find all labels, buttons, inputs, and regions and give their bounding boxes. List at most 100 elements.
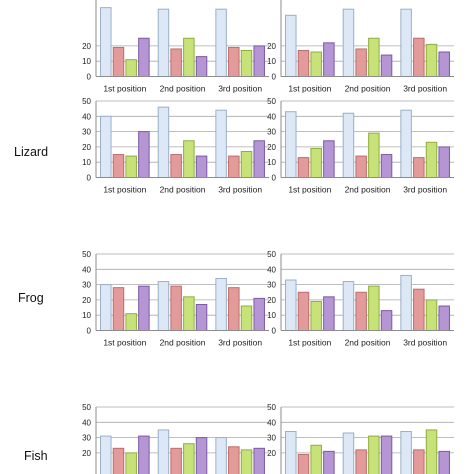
bar-3rd-position-series-3 <box>240 449 253 474</box>
bar-1st-position-series-1 <box>285 430 297 474</box>
bar-2nd-position-series-2 <box>355 48 367 77</box>
bar-3rd-position-series-1 <box>215 109 227 178</box>
bar-2nd-position-series-1 <box>157 281 170 332</box>
x-category-label: 1st position <box>103 185 146 195</box>
x-category-label: 2nd position <box>160 338 206 348</box>
y-tick-label: 10 <box>267 311 276 320</box>
row-label-fish: Fish <box>24 449 48 463</box>
bar-1st-position-series-1 <box>285 14 297 78</box>
bar-3rd-position-series-4 <box>438 450 450 474</box>
x-category-label: 1st position <box>288 338 331 348</box>
y-tick-label: 50 <box>267 403 276 412</box>
bar-3rd-position-series-1 <box>400 109 412 178</box>
y-tick-label: 20 <box>82 296 91 305</box>
x-category-label: 1st position <box>103 338 146 348</box>
bar-3rd-position-series-4 <box>253 447 265 474</box>
bar-1st-position-series-1 <box>100 7 112 77</box>
x-category-label: 2nd position <box>345 338 391 348</box>
y-tick-label: 0 <box>87 174 92 183</box>
bar-1st-position-series-2 <box>297 157 310 178</box>
bar-1st-position-series-2 <box>112 154 125 179</box>
y-tick-label: 30 <box>82 281 91 290</box>
y-tick-label: 40 <box>82 265 91 274</box>
y-tick-label: 10 <box>267 158 276 167</box>
bar-2nd-position-series-2 <box>170 48 182 77</box>
y-tick-label: 50 <box>82 403 91 412</box>
bar-3rd-position-series-3 <box>425 299 438 331</box>
x-category-label: 2nd position <box>345 185 391 195</box>
y-tick-label: 0 <box>87 73 92 82</box>
y-tick-label: 20 <box>267 42 276 51</box>
y-tick-label: 50 <box>82 250 91 259</box>
bar-1st-position-series-2 <box>112 46 125 77</box>
bar-1st-position-series-3 <box>310 444 322 474</box>
x-category-label: 1st position <box>288 84 331 94</box>
bar-1st-position-series-3 <box>125 59 137 77</box>
y-tick-label: 0 <box>272 327 277 336</box>
bar-2nd-position-series-3 <box>183 37 195 77</box>
y-tick-label: 10 <box>82 158 91 167</box>
x-category-label: 3rd position <box>218 338 262 348</box>
y-tick-label: 10 <box>82 57 91 66</box>
x-category-label: 3rd position <box>403 84 447 94</box>
y-tick-label: 50 <box>82 97 91 106</box>
panel-lizard-1: 0 10 20 30 40 50 1st position 2nd position 3rd p… <box>82 97 269 195</box>
bar-3rd-position-series-1 <box>215 437 227 474</box>
x-category-label: 1st position <box>288 185 331 195</box>
panel-frog-1: 0 10 20 30 40 50 1st position 2nd position 3rd p… <box>82 250 269 348</box>
bar-2nd-position-series-2 <box>170 285 182 332</box>
bar-1st-position-series-2 <box>297 49 310 78</box>
bar-1st-position-series-4 <box>138 131 150 179</box>
bar-2nd-position-series-4 <box>380 154 393 179</box>
x-category-label: 1st position <box>103 84 146 94</box>
bar-1st-position-series-1 <box>285 279 297 332</box>
y-tick-label: 20 <box>82 449 91 458</box>
bar-3rd-position-series-2 <box>413 449 425 474</box>
bar-3rd-position-series-4 <box>438 146 450 178</box>
bar-2nd-position-series-4 <box>195 56 208 77</box>
bar-3rd-position-series-3 <box>425 429 438 474</box>
bar-2nd-position-series-1 <box>342 281 355 332</box>
bar-1st-position-series-4 <box>323 42 335 77</box>
bar-2nd-position-series-4 <box>380 310 393 331</box>
bar-3rd-position-series-2 <box>228 155 240 179</box>
x-category-label: 3rd position <box>218 185 262 195</box>
y-tick-label: 20 <box>82 143 91 152</box>
x-category-label: 3rd position <box>218 84 262 94</box>
bar-1st-position-series-2 <box>112 447 125 474</box>
bar-1st-position-series-3 <box>125 313 137 332</box>
bar-2nd-position-series-4 <box>195 155 208 179</box>
bar-1st-position-series-4 <box>138 435 150 474</box>
bar-3rd-position-series-1 <box>215 8 227 77</box>
y-tick-label: 30 <box>82 434 91 443</box>
bar-2nd-position-series-4 <box>380 435 393 474</box>
y-tick-label: 30 <box>267 434 276 443</box>
panel-frog-2: 0 10 20 30 40 50 1st position 2nd position 3rd p… <box>267 250 454 348</box>
panel-top-1: 0 10 20 1st position 2nd position 3rd positio… <box>82 0 269 94</box>
bar-3rd-position-series-4 <box>438 305 450 331</box>
y-tick-label: 30 <box>267 128 276 137</box>
y-tick-label: 20 <box>267 143 276 152</box>
bar-3rd-position-series-4 <box>253 140 265 178</box>
bar-3rd-position-series-2 <box>413 37 425 77</box>
y-tick-label: 30 <box>267 281 276 290</box>
bar-1st-position-series-4 <box>323 450 335 474</box>
x-category-label: 2nd position <box>160 84 206 94</box>
y-tick-label: 50 <box>267 97 276 106</box>
bar-2nd-position-series-1 <box>157 429 170 474</box>
bar-3rd-position-series-3 <box>240 305 253 331</box>
bar-3rd-position-series-2 <box>228 46 240 77</box>
bar-3rd-position-series-3 <box>240 150 253 179</box>
bar-2nd-position-series-1 <box>342 8 355 77</box>
y-tick-label: 0 <box>272 174 277 183</box>
bar-3rd-position-series-2 <box>228 446 240 474</box>
x-category-label: 2nd position <box>160 185 206 195</box>
row-label-frog: Frog <box>18 291 44 305</box>
bar-2nd-position-series-4 <box>195 437 208 474</box>
bar-1st-position-series-4 <box>323 296 335 331</box>
bar-2nd-position-series-3 <box>183 443 195 474</box>
bar-1st-position-series-2 <box>297 453 310 474</box>
bar-2nd-position-series-2 <box>355 291 367 331</box>
bar-3rd-position-series-2 <box>413 288 425 332</box>
